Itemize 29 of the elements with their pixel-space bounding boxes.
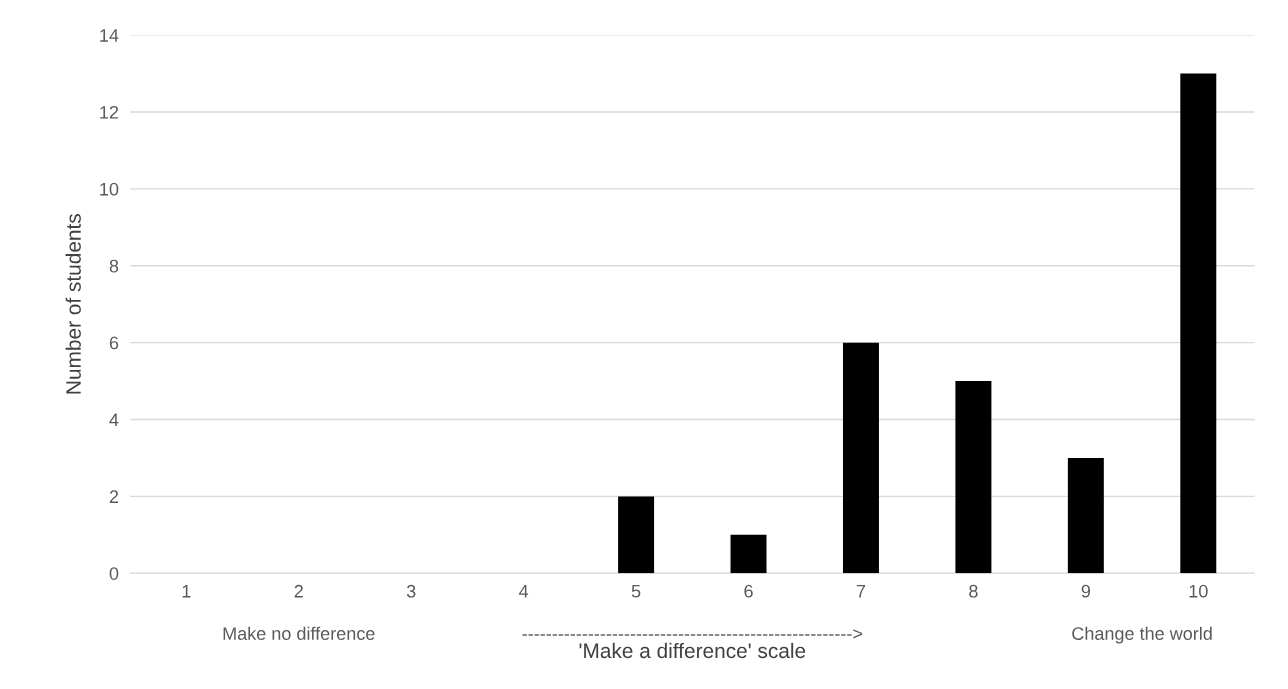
x-tick-label: 9 xyxy=(1081,584,1091,598)
x-axis-title: 'Make a difference' scale xyxy=(579,642,806,659)
y-tick-label: 0 xyxy=(109,567,119,580)
y-tick-label: 10 xyxy=(100,182,119,196)
text: -------------------------------------------------------> xyxy=(522,629,863,639)
y-tick-label: 12 xyxy=(100,105,119,119)
text: Make no difference xyxy=(223,626,375,640)
bar xyxy=(1067,457,1104,574)
x-tick-label: 2 xyxy=(294,584,303,598)
bar xyxy=(842,342,879,574)
y-tick-label: 6 xyxy=(109,336,119,350)
y-axis-title: Number of students xyxy=(65,214,81,394)
y-tick-label: 14 xyxy=(100,29,119,42)
bar xyxy=(955,381,992,574)
x-tick-label: 1 xyxy=(182,585,191,598)
x-tick-label: 4 xyxy=(519,585,529,598)
bar xyxy=(730,534,767,574)
x-tick-label: 3 xyxy=(406,584,416,598)
x-tick-label: 10 xyxy=(1189,584,1208,598)
y-tick-label: 8 xyxy=(109,259,119,273)
x-tick-label: 5 xyxy=(631,585,641,598)
x-tick-label: 7 xyxy=(856,585,866,598)
x-tick-label: 8 xyxy=(969,584,978,598)
bar xyxy=(1180,73,1217,574)
y-tick-label: 4 xyxy=(109,413,119,427)
y-tick-label: 2 xyxy=(109,490,119,503)
bar xyxy=(618,496,655,574)
text: Change the world xyxy=(1072,626,1212,644)
x-tick-label: 6 xyxy=(744,584,753,598)
